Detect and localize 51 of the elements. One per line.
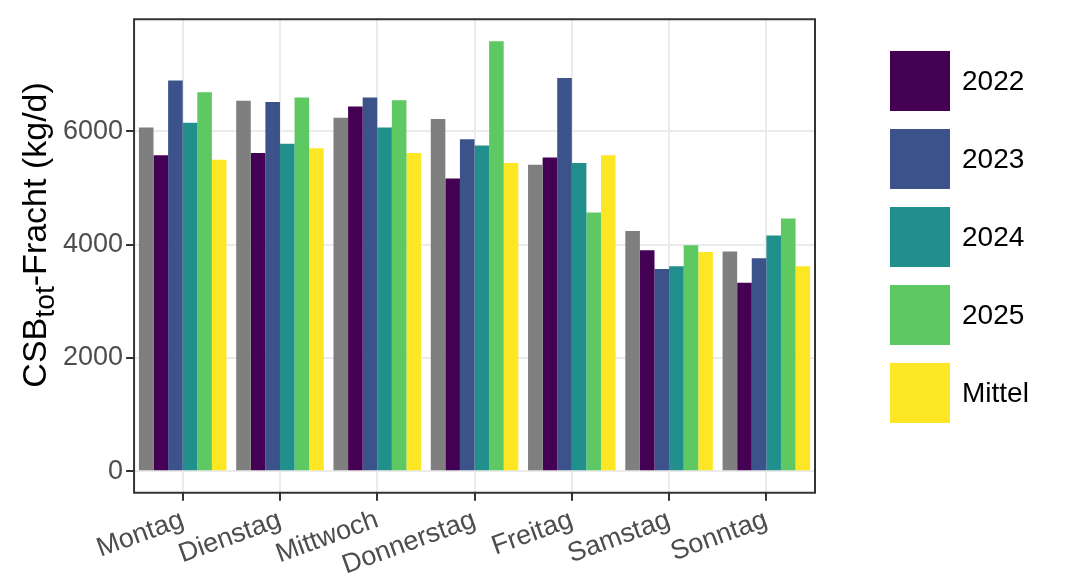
bar xyxy=(153,155,169,471)
bar xyxy=(377,127,392,471)
bar xyxy=(309,148,324,471)
legend-label: 2024 xyxy=(962,221,1025,253)
y-tick-label: 6000 xyxy=(62,114,124,145)
y-tick-label: 4000 xyxy=(62,228,124,259)
bar xyxy=(333,117,349,471)
bar xyxy=(265,101,280,471)
bar xyxy=(391,100,407,471)
bar xyxy=(600,155,616,471)
bar xyxy=(197,92,212,471)
bar xyxy=(474,145,490,471)
bar xyxy=(236,100,251,471)
bar xyxy=(138,127,154,471)
bar xyxy=(654,269,670,471)
bar xyxy=(489,41,504,471)
bar xyxy=(625,231,640,471)
bar xyxy=(430,118,446,471)
bar xyxy=(795,266,811,471)
bar xyxy=(294,97,310,471)
bar xyxy=(766,235,781,471)
legend-label: Mittel xyxy=(962,377,1029,409)
bar xyxy=(586,212,601,471)
bar xyxy=(445,178,460,471)
bar xyxy=(722,251,738,471)
bar xyxy=(751,258,767,471)
bar xyxy=(168,80,183,471)
bar xyxy=(362,97,378,471)
bar xyxy=(406,152,422,471)
bar xyxy=(279,143,295,471)
legend-label: 2023 xyxy=(962,143,1025,175)
bar xyxy=(528,164,543,471)
y-tick-label: 0 xyxy=(108,454,124,485)
bar xyxy=(211,159,227,471)
bar xyxy=(683,245,699,471)
bar xyxy=(348,106,363,471)
bar xyxy=(459,139,475,471)
y-tick-label: 2000 xyxy=(62,341,124,372)
bar xyxy=(182,122,198,471)
bar xyxy=(639,250,655,471)
bar xyxy=(737,282,752,471)
bar xyxy=(780,218,796,471)
bar xyxy=(503,163,519,471)
bar xyxy=(669,266,684,471)
bar xyxy=(250,152,266,471)
legend-label: 2022 xyxy=(962,65,1025,97)
bar xyxy=(542,157,558,471)
bar xyxy=(557,78,572,471)
legend-label: 2025 xyxy=(962,299,1025,331)
bar xyxy=(571,163,587,471)
bar xyxy=(698,252,713,471)
